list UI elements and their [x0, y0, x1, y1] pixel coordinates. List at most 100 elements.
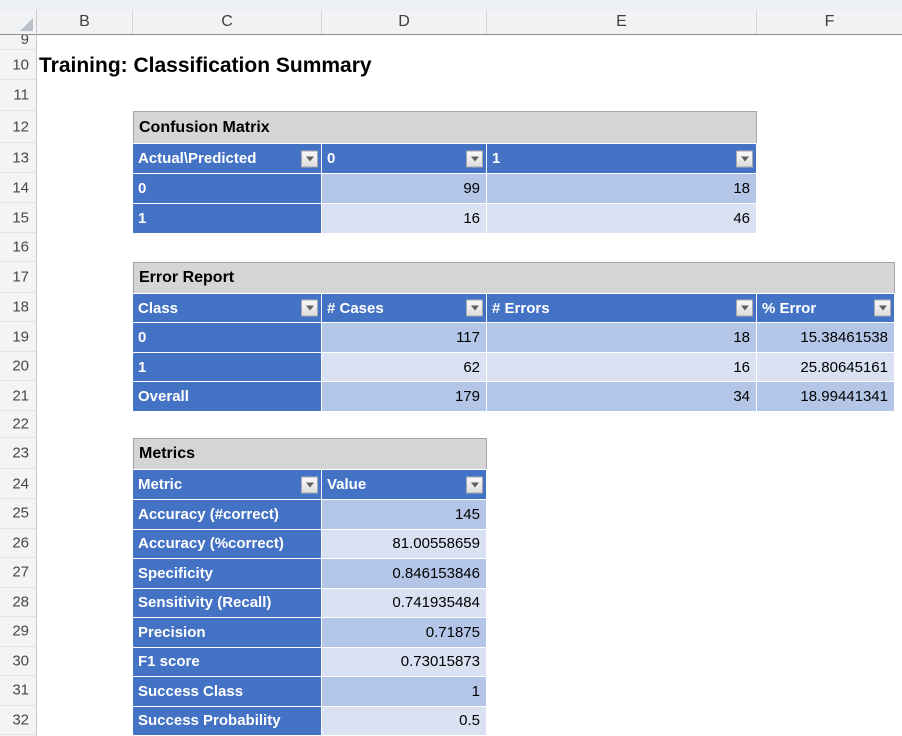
value-cell[interactable]: 0.73015873 [322, 647, 487, 676]
row-label-cell[interactable]: 0 [133, 174, 322, 203]
header-cell-pct-error[interactable]: % Error [757, 294, 895, 322]
filter-dropdown-button[interactable] [301, 476, 318, 493]
select-all-icon [20, 18, 33, 31]
row-label-cell[interactable]: Overall [133, 382, 322, 411]
value-cell[interactable]: 15.38461538 [757, 323, 895, 352]
header-cell-value[interactable]: Value [322, 470, 487, 499]
value-cell[interactable]: 117 [322, 323, 487, 352]
header-label: # Cases [327, 299, 384, 317]
row-label-cell[interactable]: F1 score [133, 647, 322, 676]
value-cell[interactable]: 1 [322, 677, 487, 706]
filter-dropdown-button[interactable] [466, 299, 483, 317]
row-header-15[interactable]: 15 [0, 203, 36, 233]
value-cell[interactable]: 145 [322, 500, 487, 529]
row-header-18[interactable]: 18 [0, 293, 36, 322]
row-header-29[interactable]: 29 [0, 617, 36, 647]
row-number: 11 [13, 86, 29, 104]
row-label-cell[interactable]: 1 [133, 353, 322, 381]
filter-dropdown-button[interactable] [301, 299, 318, 317]
row-label-cell[interactable]: Success Class [133, 677, 322, 706]
column-header-B[interactable]: B [37, 10, 133, 34]
row-header-12[interactable]: 12 [0, 111, 36, 143]
row-label-cell[interactable]: Accuracy (#correct) [133, 500, 322, 529]
row-header-20[interactable]: 20 [0, 352, 36, 381]
value-cell[interactable]: 99 [322, 174, 487, 203]
value-cell[interactable]: 0.5 [322, 706, 487, 735]
header-cell-actual-predicted[interactable]: Actual\Predicted [133, 144, 322, 173]
row-header-21[interactable]: 21 [0, 381, 36, 411]
row-header-25[interactable]: 25 [0, 499, 36, 529]
chevron-down-icon [740, 156, 749, 161]
row-label-cell[interactable]: Success Probability [133, 706, 322, 735]
row-header-31[interactable]: 31 [0, 676, 36, 706]
table-row: 1 62 16 25.80645161 [133, 352, 895, 381]
row-header-10[interactable]: 10 [0, 50, 36, 80]
row-header-22[interactable]: 22 [0, 411, 36, 438]
value-cell[interactable]: 0.846153846 [322, 559, 487, 588]
row-header-17[interactable]: 17 [0, 262, 36, 293]
row-label-cell[interactable]: 0 [133, 323, 322, 352]
filter-dropdown-button[interactable] [466, 150, 483, 167]
value-cell[interactable]: 34 [487, 382, 757, 411]
row-header-19[interactable]: 19 [0, 322, 36, 352]
row-label-cell[interactable]: 1 [133, 204, 322, 233]
filter-dropdown-button[interactable] [301, 150, 318, 167]
value-cell[interactable]: 0.741935484 [322, 588, 487, 617]
table-row: Success Probability 0.5 [133, 705, 487, 735]
header-cell-errors[interactable]: # Errors [487, 294, 757, 322]
column-header-F[interactable]: F [824, 13, 835, 30]
row-header-24[interactable]: 24 [0, 469, 36, 499]
row-label-cell[interactable]: Precision [133, 618, 322, 647]
column-header-C[interactable]: C [133, 10, 322, 34]
header-label: 0 [327, 150, 336, 167]
row-header-32[interactable]: 32 [0, 706, 36, 735]
row-header-27[interactable]: 27 [0, 558, 36, 588]
value-cell[interactable]: 179 [322, 382, 487, 411]
filter-dropdown-button[interactable] [874, 299, 891, 317]
table-row: 0 99 18 [133, 173, 757, 203]
metrics-title-cell[interactable]: Metrics [133, 438, 487, 469]
row-label-cell[interactable]: Sensitivity (Recall) [133, 588, 322, 617]
value-cell[interactable]: 16 [487, 353, 757, 381]
table-row: Precision 0.71875 [133, 617, 487, 647]
column-header-D[interactable]: D [322, 10, 487, 34]
table-row: 0 117 18 15.38461538 [133, 322, 895, 352]
header-cell-predicted-0[interactable]: 0 [322, 144, 487, 173]
row-header-26[interactable]: 26 [0, 529, 36, 558]
row-header-28[interactable]: 28 [0, 588, 36, 617]
filter-dropdown-button[interactable] [736, 150, 753, 167]
value-cell[interactable]: 25.80645161 [757, 353, 895, 381]
row-header-9[interactable]: 9 [0, 35, 36, 50]
row-number: 13 [12, 149, 29, 166]
select-all-corner[interactable] [0, 10, 37, 35]
row-header-11[interactable]: 11 [0, 80, 36, 111]
value-cell[interactable]: 62 [322, 353, 487, 381]
value-cell[interactable]: 46 [487, 204, 757, 233]
row-header-16[interactable]: 16 [0, 233, 36, 262]
row-header-30[interactable]: 30 [0, 647, 36, 676]
table-row: Accuracy (#correct) 145 [133, 499, 487, 529]
error-report-title-cell[interactable]: Error Report [133, 262, 895, 293]
value-cell[interactable]: 18 [487, 174, 757, 203]
value-cell[interactable]: 18.99441341 [757, 382, 895, 411]
confusion-matrix-title-cell[interactable]: Confusion Matrix [133, 111, 757, 143]
row-label-cell[interactable]: Specificity [133, 559, 322, 588]
value-cell[interactable]: 81.00558659 [322, 529, 487, 558]
row-label-cell[interactable]: Accuracy (%correct) [133, 529, 322, 558]
column-header-E[interactable]: E [487, 10, 757, 34]
sheet-title-cell[interactable]: Training: Classification Summary [39, 54, 372, 77]
value-cell[interactable]: 0.71875 [322, 618, 487, 647]
header-cell-cases[interactable]: # Cases [322, 294, 487, 322]
value-cell[interactable]: 18 [487, 323, 757, 352]
filter-dropdown-button[interactable] [736, 299, 753, 317]
row-header-13[interactable]: 13 [0, 143, 36, 173]
row-header-23[interactable]: 23 [0, 438, 36, 469]
row-header-14[interactable]: 14 [0, 173, 36, 203]
header-cell-predicted-1[interactable]: 1 [487, 144, 757, 173]
value-cell[interactable]: 16 [322, 204, 487, 233]
table-row: Sensitivity (Recall) 0.741935484 [133, 587, 487, 617]
header-cell-metric[interactable]: Metric [133, 470, 322, 499]
filter-dropdown-button[interactable] [466, 476, 483, 493]
row-number: 18 [12, 298, 29, 316]
header-cell-class[interactable]: Class [133, 294, 322, 322]
